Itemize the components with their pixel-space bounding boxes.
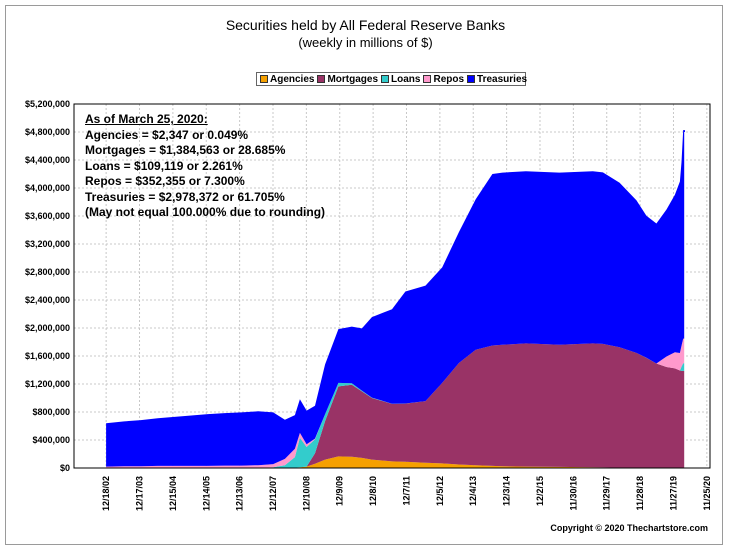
x-tick-label: 12/4/13 <box>468 476 478 506</box>
chart-legend: Agencies Mortgages Loans Repos Treasurie… <box>256 72 527 86</box>
series-area-treasuries <box>106 130 685 467</box>
legend-swatch-repos <box>423 75 432 83</box>
legend-item-loans: Loans <box>381 74 420 85</box>
x-tick-label: 12/17/03 <box>135 476 145 511</box>
legend-swatch-agencies <box>260 75 268 83</box>
x-tick-label: 12/14/05 <box>201 476 211 511</box>
x-tick-label: 12/8/10 <box>368 476 378 506</box>
x-tick-label: 12/9/09 <box>335 476 345 506</box>
x-tick-label: 12/3/14 <box>502 476 512 506</box>
annotation-line-rounding-note: (May not equal 100.000% due to rounding) <box>85 205 326 219</box>
plot-border <box>73 103 711 469</box>
legend-item-treasuries: Treasuries <box>467 74 527 85</box>
legend-item-mortgages: Mortgages <box>317 74 378 85</box>
y-tick-label: $1,600,000 <box>25 351 70 361</box>
legend-label-loans: Loans <box>391 73 421 85</box>
legend-label-agencies: Agencies <box>270 73 315 85</box>
chart-title-block: Securities held by All Federal Reserve B… <box>0 16 731 52</box>
annotation-heading: As of March 25, 2020: <box>85 112 208 126</box>
x-tick-label: 12/15/04 <box>168 476 178 511</box>
legend-swatch-treasuries <box>467 75 476 83</box>
y-tick-label: $5,200,000 <box>25 99 70 109</box>
annotation-line-loans: Loans = $109,119 or 2.261% <box>85 158 243 173</box>
x-tick-label: 11/28/18 <box>635 476 645 511</box>
y-tick-label: $2,400,000 <box>25 295 70 305</box>
copyright-text: Copyright © 2020 Thechartstore.com <box>550 523 708 533</box>
annotation-line-repos: Repos = $352,355 or 7.300% <box>85 174 245 188</box>
legend-item-agencies: Agencies <box>260 74 314 85</box>
y-tick-label: $4,000,000 <box>25 183 70 193</box>
y-tick-label: $3,600,000 <box>25 211 70 221</box>
series-area-agencies <box>106 456 685 468</box>
legend-item-repos: Repos <box>423 74 464 85</box>
x-tick-label: 11/29/17 <box>602 476 612 511</box>
y-tick-label: $1,200,000 <box>25 379 70 389</box>
y-tick-label: $800,000 <box>32 407 70 417</box>
annotation-line-agencies: Agencies = $2,347 or 0.049% <box>85 127 249 142</box>
legend-swatch-loans <box>381 75 390 83</box>
x-tick-label: 12/18/02 <box>101 476 111 511</box>
x-tick-label: 12/10/08 <box>301 476 311 511</box>
x-tick-label: 12/12/07 <box>268 476 278 511</box>
x-tick-label: 12/2/15 <box>535 476 545 506</box>
x-tick-label: 12/13/06 <box>235 476 245 511</box>
legend-label-mortgages: Mortgages <box>327 73 379 85</box>
y-tick-label: $2,800,000 <box>25 267 70 277</box>
legend-label-repos: Repos <box>433 73 465 85</box>
legend-swatch-mortgages <box>317 75 326 83</box>
x-tick-label: 11/27/19 <box>668 476 678 511</box>
y-tick-label: $0 <box>60 463 70 473</box>
legend-label-treasuries: Treasuries <box>477 73 528 85</box>
annotation-line-mortgages: Mortgages = $1,384,563 or 28.685% <box>85 143 286 157</box>
x-tick-label: 11/30/16 <box>568 476 578 511</box>
y-tick-label: $400,000 <box>32 435 70 445</box>
x-tick-label: 12/7/11 <box>401 476 411 506</box>
x-tick-label: 11/25/20 <box>702 476 712 511</box>
chart-subtitle: (weekly in millions of $) <box>298 35 433 50</box>
y-tick-label: $4,400,000 <box>25 155 70 165</box>
chart-title: Securities held by All Federal Reserve B… <box>225 17 506 33</box>
x-tick-label: 12/5/12 <box>435 476 445 506</box>
chart-annotation: As of March 25, 2020: Agencies = $2,347 … <box>85 112 325 221</box>
y-tick-label: $3,200,000 <box>25 239 70 249</box>
y-tick-label: $4,800,000 <box>25 127 70 137</box>
y-tick-label: $2,000,000 <box>25 323 70 333</box>
annotation-line-treasuries: Treasuries = $2,978,372 or 61.705% <box>85 189 285 204</box>
series-area-mortgages <box>106 343 685 468</box>
